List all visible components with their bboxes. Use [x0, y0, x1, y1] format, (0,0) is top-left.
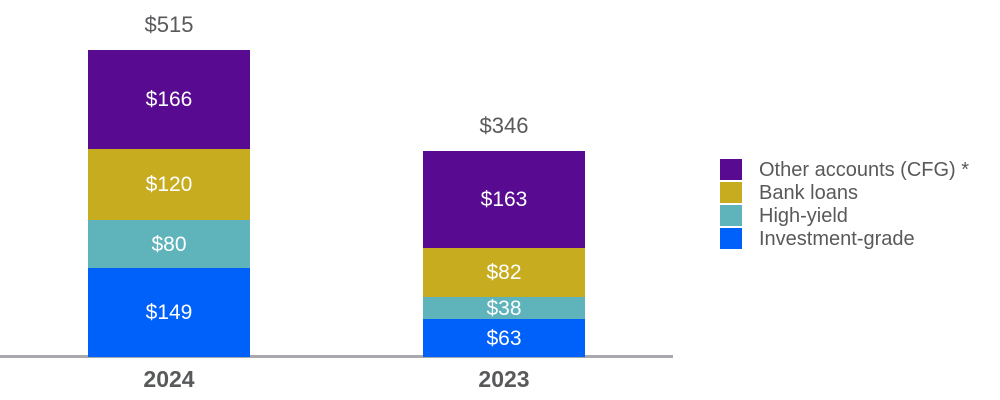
- legend-label: Investment-grade: [759, 227, 915, 250]
- legend-swatch: [720, 182, 742, 203]
- bar-segment-high-yield: $80: [88, 220, 250, 269]
- x-axis-category-label: 2023: [478, 366, 530, 392]
- segment-value-label: $163: [480, 187, 528, 211]
- legend-item-other-accounts-cfg: Other accounts (CFG) *: [720, 159, 969, 180]
- legend-label: Bank loans: [759, 181, 858, 204]
- bar-segment-other-accounts-cfg: $166: [88, 50, 250, 149]
- segment-value-label: $120: [145, 173, 193, 197]
- legend-item-bank-loans: Bank loans: [720, 182, 969, 203]
- chart-legend: Other accounts (CFG) * Bank loans High-yie…: [720, 159, 969, 249]
- bar-segment-high-yield: $38: [423, 296, 585, 320]
- segment-value-label: $82: [486, 260, 522, 284]
- legend-swatch: [720, 228, 742, 249]
- legend-swatch: [720, 159, 742, 180]
- segment-value-label: $38: [486, 296, 522, 320]
- bar-2023: $163 $82 $38 $63: [423, 150, 585, 357]
- bar-segment-bank-loans: $120: [88, 148, 250, 221]
- bar-2024: $166 $120 $80 $149: [88, 50, 250, 357]
- bar-segment-investment-grade: $149: [88, 268, 250, 357]
- x-axis-category-label: 2024: [143, 366, 195, 392]
- bar-segment-investment-grade: $63: [423, 319, 585, 357]
- total-value-label: $515: [144, 12, 194, 38]
- segment-value-label: $63: [486, 326, 522, 350]
- segment-value-label: $80: [151, 232, 187, 256]
- legend-label: Other accounts (CFG) *: [759, 158, 970, 181]
- bar-segment-other-accounts-cfg: $163: [423, 150, 585, 248]
- legend-label: High-yield: [759, 204, 848, 227]
- bar-segment-bank-loans: $82: [423, 247, 585, 297]
- legend-swatch: [720, 205, 742, 226]
- segment-value-label: $166: [145, 88, 193, 111]
- legend-item-investment-grade: Investment-grade: [720, 228, 969, 249]
- x-axis-line: [0, 355, 673, 358]
- total-value-label: $346: [479, 112, 529, 138]
- segment-value-label: $149: [145, 301, 193, 325]
- legend-item-high-yield: High-yield: [720, 205, 969, 226]
